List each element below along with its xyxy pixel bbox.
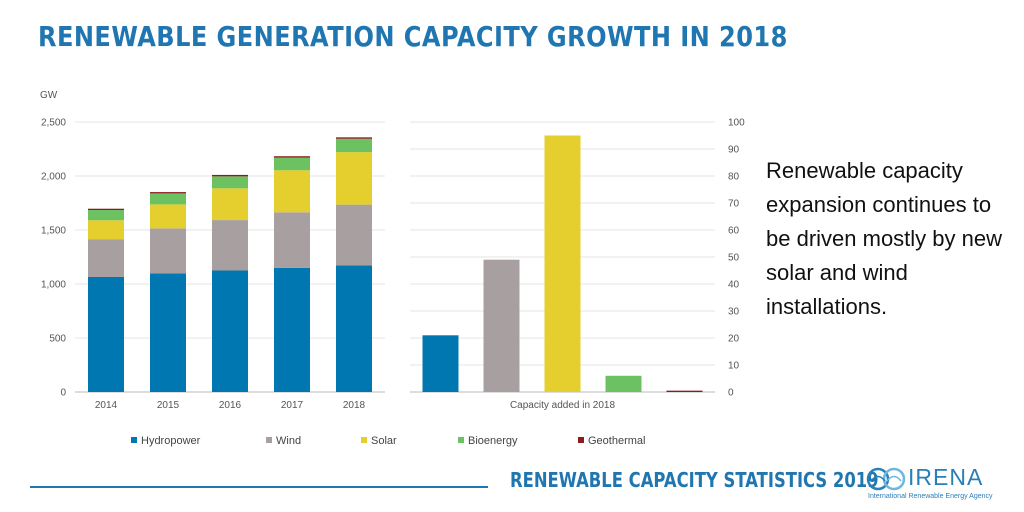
bar-wind-2017 bbox=[274, 212, 310, 268]
legend-label-solar: Solar bbox=[371, 435, 397, 447]
bar-hydropower-2014 bbox=[88, 276, 124, 392]
right-y-tick-label: 100 bbox=[728, 118, 745, 129]
bar-solar-2014 bbox=[88, 220, 124, 240]
right-y-tick-label: 0 bbox=[728, 388, 734, 399]
right-x-axis-label: Capacity added in 2018 bbox=[510, 400, 616, 411]
bar-wind-2016 bbox=[212, 220, 248, 271]
added-bar-bioenergy bbox=[605, 375, 642, 392]
bar-bioenergy-2018 bbox=[336, 138, 372, 153]
x-tick-label: 2016 bbox=[219, 400, 242, 411]
legend-swatch-bioenergy bbox=[458, 437, 464, 443]
bar-wind-2018 bbox=[336, 204, 372, 266]
x-tick-label: 2017 bbox=[281, 400, 304, 411]
bar-geothermal-2018 bbox=[336, 137, 372, 139]
irena-logo: IRENA International Renewable Energy Age… bbox=[866, 464, 1006, 504]
right-y-tick-label: 50 bbox=[728, 253, 740, 264]
right-y-tick-label: 90 bbox=[728, 145, 740, 156]
bar-hydropower-2016 bbox=[212, 270, 248, 392]
right-y-tick-label: 30 bbox=[728, 307, 740, 318]
left-y-tick-label: 2,000 bbox=[41, 172, 66, 183]
legend-label-bioenergy: Bioenergy bbox=[468, 435, 518, 447]
bar-geothermal-2015 bbox=[150, 192, 186, 194]
chart-legend: Hydropower Wind Solar Bioenergy Geothermal bbox=[131, 435, 645, 447]
right-y-tick-label: 40 bbox=[728, 280, 740, 291]
page-title: RENEWABLE GENERATION CAPACITY GROWTH IN … bbox=[38, 20, 788, 53]
bar-geothermal-2016 bbox=[212, 174, 248, 177]
bar-geothermal-2014 bbox=[88, 208, 124, 211]
bar-hydropower-2017 bbox=[274, 267, 310, 392]
y-axis-unit-label: GW bbox=[40, 90, 58, 101]
right-y-tick-label: 80 bbox=[728, 172, 740, 183]
left-y-tick-label: 500 bbox=[49, 334, 66, 345]
bar-solar-2016 bbox=[212, 188, 248, 221]
right-y-tick-label: 20 bbox=[728, 334, 740, 345]
bar-bioenergy-2014 bbox=[88, 210, 124, 221]
right-y-tick-label: 60 bbox=[728, 226, 740, 237]
left-y-tick-label: 1,000 bbox=[41, 280, 66, 291]
left-y-tick-label: 2,500 bbox=[41, 118, 66, 129]
legend-swatch-geothermal bbox=[578, 437, 584, 443]
bar-bioenergy-2015 bbox=[150, 193, 186, 205]
stacked-capacity-chart: 0 500 1,000 1,500 2,000 2,500 GW 2014 2015 2016 20… bbox=[40, 90, 385, 411]
footer-divider bbox=[30, 486, 488, 488]
irena-logo-icon bbox=[866, 467, 906, 491]
legend-swatch-solar bbox=[361, 437, 367, 443]
bar-bioenergy-2016 bbox=[212, 176, 248, 189]
bar-hydropower-2015 bbox=[150, 273, 186, 392]
bar-geothermal-2017 bbox=[274, 156, 310, 158]
left-y-tick-label: 0 bbox=[60, 388, 66, 399]
x-tick-label: 2014 bbox=[95, 400, 118, 411]
summary-text: Renewable capacity expansion continues t… bbox=[766, 158, 1002, 319]
legend-label-geothermal: Geothermal bbox=[588, 435, 645, 447]
bar-solar-2015 bbox=[150, 204, 186, 229]
bar-wind-2014 bbox=[88, 239, 124, 277]
added-bar-geothermal bbox=[666, 390, 703, 392]
added-bar-hydropower bbox=[422, 335, 459, 392]
legend-label-hydropower: Hydropower bbox=[141, 435, 201, 447]
left-y-tick-label: 1,500 bbox=[41, 226, 66, 237]
legend-swatch-hydropower bbox=[131, 437, 137, 443]
footer-title: RENEWABLE CAPACITY STATISTICS 2019 bbox=[510, 468, 879, 492]
capacity-added-chart: 0 10 20 30 40 50 60 70 80 90 100 Capacity added in … bbox=[410, 118, 745, 411]
right-y-tick-label: 10 bbox=[728, 361, 740, 372]
bar-solar-2017 bbox=[274, 170, 310, 213]
logo-subtitle: International Renewable Energy Agency bbox=[868, 493, 993, 500]
bar-hydropower-2018 bbox=[336, 265, 372, 392]
added-bar-solar bbox=[544, 135, 581, 392]
legend-label-wind: Wind bbox=[276, 435, 301, 447]
legend-swatch-wind bbox=[266, 437, 272, 443]
right-y-tick-label: 70 bbox=[728, 199, 740, 210]
bar-wind-2015 bbox=[150, 228, 186, 274]
x-tick-label: 2018 bbox=[343, 400, 366, 411]
logo-word: IRENA bbox=[908, 464, 984, 490]
bar-solar-2018 bbox=[336, 152, 372, 205]
x-tick-label: 2015 bbox=[157, 400, 180, 411]
added-bar-wind bbox=[483, 259, 520, 392]
bar-bioenergy-2017 bbox=[274, 157, 310, 171]
